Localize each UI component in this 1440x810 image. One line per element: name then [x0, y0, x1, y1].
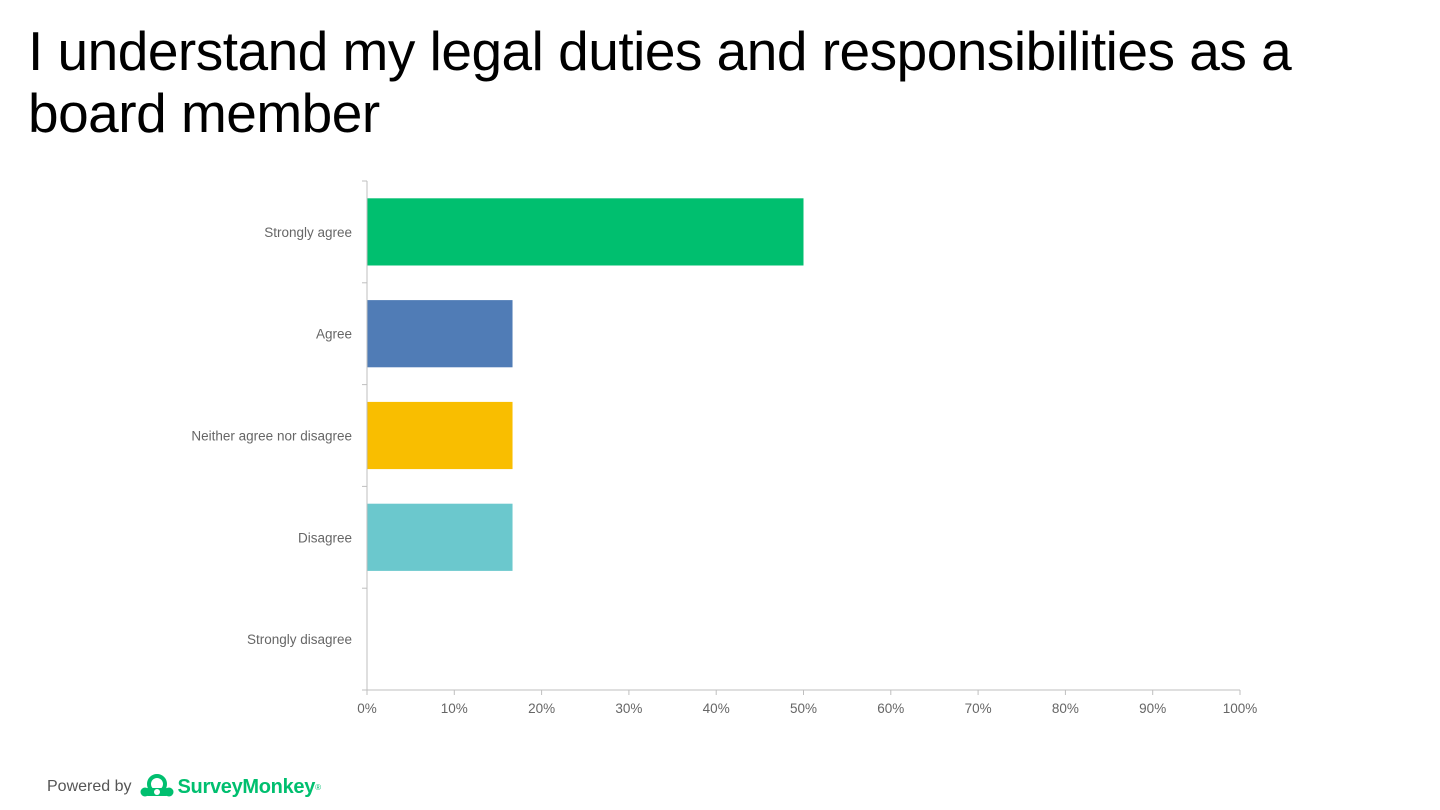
category-label-4: Strongly disagree: [247, 632, 352, 647]
footer: Powered by SurveyMonkey ®: [47, 772, 321, 802]
category-label-0: Strongly agree: [264, 225, 352, 240]
bar-3: [367, 503, 513, 571]
slide-title: I understand my legal duties and respons…: [28, 20, 1292, 144]
surveymonkey-logo-icon: [140, 774, 173, 797]
x-tick-label-5: 50%: [790, 701, 817, 716]
x-tick-label-3: 30%: [615, 701, 642, 716]
bar-2: [367, 401, 513, 470]
x-tick-label-2: 20%: [528, 701, 555, 716]
brand-name: SurveyMonkey: [177, 775, 316, 798]
category-label-1: Agree: [316, 327, 352, 342]
category-label-2: Neither agree nor disagree: [191, 429, 352, 444]
bar-chart: Strongly agree Agree Neither agree nor dis…: [191, 180, 1258, 716]
x-tick-label-1: 10%: [441, 701, 468, 716]
category-label-3: Disagree: [298, 530, 352, 545]
x-tick-label-6: 60%: [877, 701, 904, 716]
bar-0: [367, 198, 804, 266]
x-tick-label-4: 40%: [703, 701, 730, 716]
bar-1: [367, 300, 513, 368]
x-tick-label-7: 70%: [965, 701, 992, 716]
powered-by-label: Powered by: [47, 778, 132, 795]
x-tick-label-8: 80%: [1052, 701, 1079, 716]
x-tick-label-9: 90%: [1139, 701, 1166, 716]
trademark-symbol: ®: [315, 782, 321, 792]
x-tick-label-10: 100%: [1223, 701, 1258, 716]
x-tick-label-0: 0%: [357, 701, 377, 716]
